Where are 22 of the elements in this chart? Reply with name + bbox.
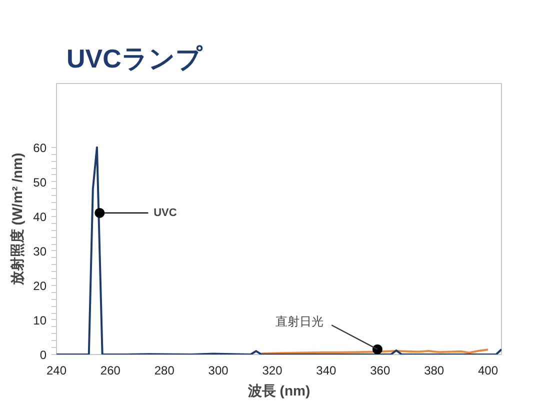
y-tick-label: 60 — [33, 140, 47, 155]
y-tick-label: 10 — [33, 313, 47, 328]
x-tick-label: 280 — [154, 364, 175, 378]
chart-title: UVCランプ — [66, 44, 204, 74]
x-tick-label: 240 — [46, 364, 67, 378]
annotation: UVC — [154, 206, 177, 219]
x-tick-label: 300 — [208, 364, 229, 378]
x-tick-label: 320 — [262, 364, 283, 378]
x-tick-label: 340 — [316, 364, 337, 378]
x-tick-label: 360 — [370, 364, 390, 378]
annotation: 直射日光 — [276, 314, 324, 329]
y-axis-title: 放射照度 (W/m² /nm) — [9, 152, 26, 286]
line-series — [56, 146, 502, 354]
x-axis-title: 波長 (nm) — [246, 382, 310, 398]
y-tick-label: 0 — [40, 348, 47, 362]
y-tick-label: 50 — [33, 175, 47, 190]
x-tick-label: 400 — [478, 364, 498, 378]
x-tick-label: 380 — [424, 364, 444, 378]
y-tick-label: 40 — [33, 210, 47, 224]
y-tick-label: 30 — [33, 244, 47, 258]
x-tick-label: 260 — [100, 364, 121, 378]
y-tick-label: 20 — [33, 278, 47, 293]
